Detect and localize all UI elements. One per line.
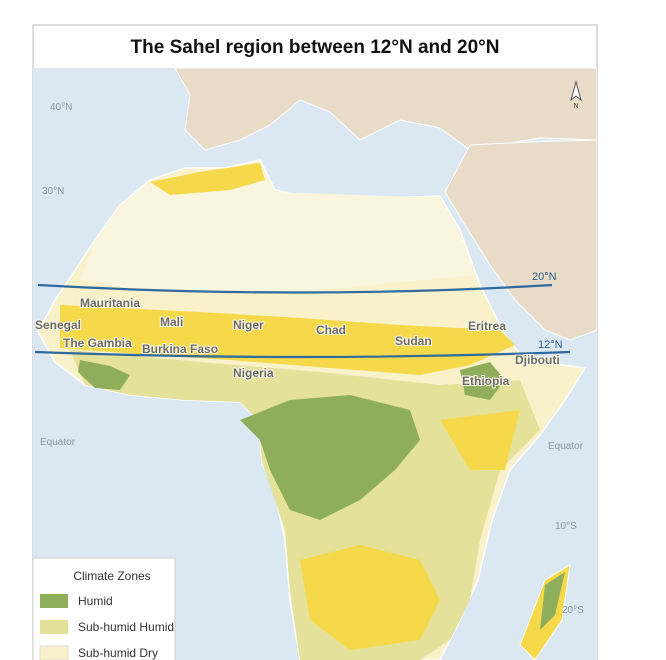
grid-label: 30°N bbox=[42, 186, 64, 197]
north-arrow bbox=[570, 80, 582, 102]
sahel-line-label: 12°N bbox=[538, 339, 563, 351]
humid-ethiopia bbox=[460, 362, 505, 400]
north-coast-zone bbox=[150, 163, 265, 195]
country-label: Sudan bbox=[395, 334, 432, 348]
legend-swatch bbox=[39, 645, 69, 660]
north-label: N bbox=[573, 103, 578, 110]
legend-swatch bbox=[40, 620, 68, 634]
country-label: The Gambia bbox=[63, 336, 132, 350]
sahel-band bbox=[60, 305, 515, 375]
grid-label: Equator bbox=[40, 437, 76, 448]
country-label: Eritrea bbox=[468, 319, 506, 333]
country-label: Chad bbox=[316, 323, 346, 337]
country-label: Mali bbox=[160, 315, 183, 329]
legend-label: Sub-humid Dry bbox=[78, 646, 158, 660]
country-label: Nigeria bbox=[233, 366, 274, 380]
map: 40°N 30°N Equator Equator 10°S 20°S 20°N… bbox=[33, 68, 597, 660]
latitude-12n bbox=[34, 350, 571, 359]
latitude-20n bbox=[37, 283, 553, 294]
country-label: Ethiopia bbox=[462, 374, 510, 388]
map-title: The Sahel region between 12°N and 20°N bbox=[131, 37, 500, 58]
europe bbox=[174, 68, 597, 151]
legend-label: Sub-humid Humid bbox=[78, 620, 174, 634]
country-label: Djibouti bbox=[515, 353, 560, 367]
grid-label: 40°N bbox=[50, 102, 72, 113]
legend-label: Humid bbox=[78, 594, 113, 608]
southern-zone bbox=[300, 545, 440, 650]
east-zone bbox=[440, 410, 520, 470]
sahel-line-label: 20°N bbox=[532, 271, 557, 283]
country-label: Mauritania bbox=[80, 296, 140, 310]
country-label: Burkina Faso bbox=[142, 342, 218, 356]
grid-label: Equator bbox=[548, 441, 584, 452]
middle-east bbox=[444, 139, 597, 341]
sahara bbox=[80, 165, 475, 292]
legend-title: Climate Zones bbox=[73, 569, 150, 583]
humid-west bbox=[78, 360, 130, 390]
grid-label: 20°S bbox=[562, 605, 584, 616]
humid-madagascar bbox=[540, 572, 565, 630]
humid-central bbox=[240, 395, 420, 520]
legend-box bbox=[33, 557, 176, 660]
legend-swatch bbox=[40, 594, 68, 608]
grid-label: 10°S bbox=[555, 521, 577, 532]
country-label: Niger bbox=[233, 318, 264, 332]
country-label: Senegal bbox=[35, 318, 81, 332]
legend: Climate Zones Humid Sub-humid Humid Sub-… bbox=[33, 557, 176, 660]
